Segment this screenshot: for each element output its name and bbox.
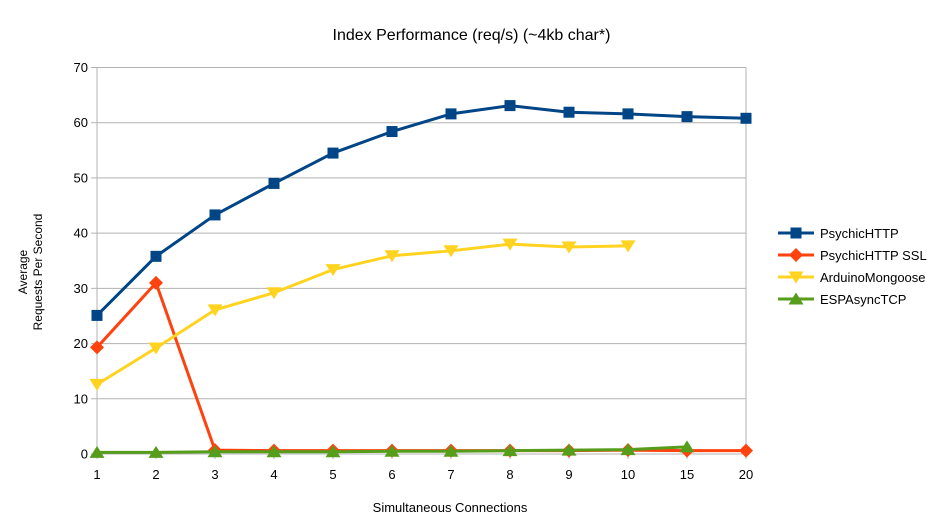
marker-espasynctcp-4: [266, 445, 282, 458]
series-line-arduinomongoose: [95, 242, 630, 386]
x-tick-label-20: 20: [739, 467, 753, 482]
y-tick-label-20: 20: [74, 336, 88, 351]
marker-psychichttp-6: [386, 126, 398, 138]
legend: PsychicHTTP PsychicHTTP SSL ArduinoMongoos…: [778, 222, 927, 310]
legend-item-psychichttp: PsychicHTTP: [778, 222, 927, 244]
x-tick-label-1: 1: [93, 467, 100, 482]
series-line-psychichttp-ssl: [95, 281, 748, 453]
marker-arduinomongoose-10: [620, 240, 636, 253]
x-tick-label-8: 8: [506, 467, 513, 482]
legend-marker-psychichttp-ssl: [789, 248, 803, 262]
marker-espasynctcp-2: [148, 445, 164, 458]
marker-psychichttp-15: [681, 111, 693, 123]
legend-marker-espasynctcp: [788, 292, 804, 305]
x-tick-label-10: 10: [621, 467, 635, 482]
marker-psychichttp-3: [209, 209, 221, 221]
marker-arduinomongoose-8: [502, 238, 518, 251]
marker-psychichttp-8: [504, 100, 516, 112]
marker-espasynctcp-7: [443, 444, 459, 457]
legend-label-psychichttp-ssl: PsychicHTTP SSL: [820, 247, 927, 263]
legend-item-arduinomongoose: ArduinoMongoose: [778, 266, 927, 288]
legend-label-psychichttp: PsychicHTTP: [820, 225, 899, 241]
marker-psychichttp-20: [740, 112, 752, 124]
legend-marker-psychichttp: [790, 227, 802, 239]
marker-psychichttp-5: [327, 147, 339, 159]
x-tick-label-15: 15: [680, 467, 694, 482]
y-tick-label-10: 10: [74, 391, 88, 406]
legend-triangle-down-swatch-icon: [778, 271, 814, 284]
series-line-psychichttp: [95, 104, 748, 317]
legend-triangle-up-swatch-icon: [778, 292, 814, 305]
y-tick-label-0: 0: [81, 447, 88, 462]
x-tick-label-6: 6: [388, 467, 395, 482]
marker-arduinomongoose-5: [325, 264, 341, 277]
marker-psychichttp-2: [150, 250, 162, 262]
marker-psychichttp-9: [563, 106, 575, 118]
legend-item-psychichttp-ssl: PsychicHTTP SSL: [778, 244, 927, 266]
marker-arduinomongoose-7: [443, 245, 459, 258]
marker-espasynctcp-6: [384, 444, 400, 457]
marker-arduinomongoose-3: [207, 304, 223, 317]
x-tick-label-2: 2: [152, 467, 159, 482]
x-tick-label-7: 7: [447, 467, 454, 482]
marker-espasynctcp-5: [325, 445, 341, 458]
x-tick-label-3: 3: [211, 467, 218, 482]
legend-label-arduinomongoose: ArduinoMongoose: [820, 269, 926, 285]
marker-arduinomongoose-4: [266, 287, 282, 300]
marker-arduinomongoose-1: [89, 378, 105, 391]
legend-diamond-swatch-icon: [778, 248, 814, 262]
legend-label-espasynctcp: ESPAsyncTCP: [820, 291, 907, 307]
marker-arduinomongoose-9: [561, 241, 577, 254]
y-tick-label-40: 40: [74, 226, 88, 241]
marker-espasynctcp-1: [89, 445, 105, 458]
legend-marker-arduinomongoose: [788, 271, 804, 284]
marker-psychichttp-ssl-20: [739, 443, 753, 458]
marker-espasynctcp-10: [620, 443, 636, 456]
marker-psychichttp-1: [91, 309, 103, 321]
y-tick-label-50: 50: [74, 170, 88, 185]
marker-psychichttp-10: [622, 108, 634, 120]
legend-square-swatch-icon: [778, 227, 814, 239]
marker-psychichttp-4: [268, 177, 280, 189]
marker-espasynctcp-3: [207, 445, 223, 458]
y-tick-label-30: 30: [74, 281, 88, 296]
x-tick-label-4: 4: [270, 467, 277, 482]
legend-item-espasynctcp: ESPAsyncTCP: [778, 288, 927, 310]
y-tick-label-60: 60: [74, 115, 88, 130]
marker-psychichttp-ssl-1: [90, 340, 104, 355]
x-tick-label-9: 9: [565, 467, 572, 482]
marker-psychichttp-7: [445, 108, 457, 120]
marker-arduinomongoose-2: [148, 342, 164, 355]
marker-psychichttp-ssl-2: [149, 275, 163, 290]
x-tick-label-5: 5: [329, 467, 336, 482]
x-axis-title: Simultaneous Connections: [372, 500, 528, 515]
y-tick-label-70: 70: [74, 60, 88, 75]
marker-espasynctcp-9: [561, 443, 577, 456]
chart-title: Index Performance (req/s) (~4kb char*): [332, 27, 611, 44]
marker-arduinomongoose-6: [384, 250, 400, 263]
marker-espasynctcp-15: [679, 440, 695, 453]
marker-espasynctcp-8: [502, 444, 518, 457]
